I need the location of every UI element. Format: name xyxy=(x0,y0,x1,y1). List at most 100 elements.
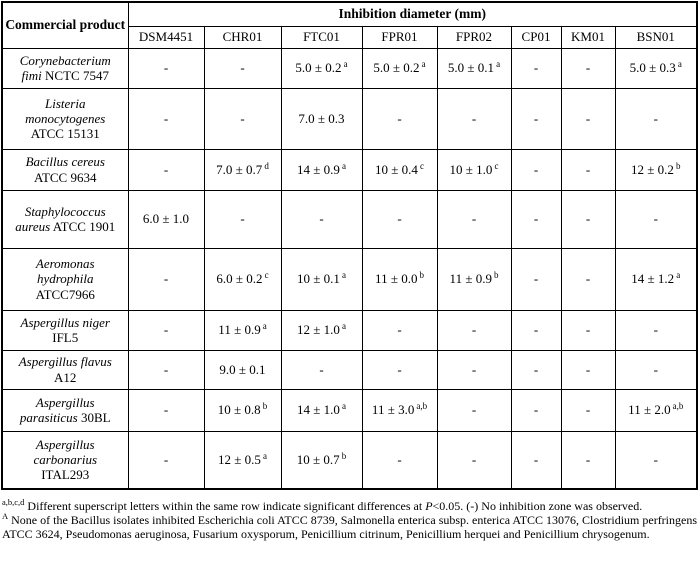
significance-superscript: a xyxy=(341,401,346,412)
value-cell: 11 ± 3.0 a,b xyxy=(361,388,438,432)
significance-superscript: d xyxy=(264,160,269,171)
significance-superscript: b xyxy=(341,450,347,461)
table-row: Aeromonas hydrophila ATCC7966-6.0 ± 0.2 c… xyxy=(1,247,698,311)
inhibition-diameter-table: Commercial product Inhibition diameter (… xyxy=(1,1,698,490)
value-cell: - xyxy=(127,309,205,351)
row-header: Staphylococcus aureus ATCC 1901 xyxy=(1,189,129,249)
value-cell: - xyxy=(127,148,205,191)
value-cell: - xyxy=(127,247,205,311)
value-cell: - xyxy=(436,189,512,249)
species-name: Bacillus cereus xyxy=(25,154,105,170)
row-header: Aspergillus niger IFL5 xyxy=(1,309,129,351)
species-name: Listeria monocytogenes xyxy=(25,95,106,126)
value-cell: - xyxy=(560,247,616,311)
value-cell: - xyxy=(510,47,562,89)
value-cell: - xyxy=(436,388,512,432)
footnote-significance-text-end: <0.05. (-) No inhibition zone was observ… xyxy=(432,499,643,513)
table-row: Aspergillus flavus A12-9.0 ± 0.1- - - - - - xyxy=(1,349,698,390)
column-header-chr01: CHR01 xyxy=(203,25,282,49)
species-name: Aeromonas hydrophila xyxy=(35,256,95,287)
group-header-inhibition-diameter: Inhibition diameter (mm) xyxy=(127,1,698,27)
value-cell: 12 ± 0.5 a xyxy=(203,430,282,490)
value-cell: 12 ± 0.2 b xyxy=(614,148,698,191)
table-row: Aspergillus niger IFL5-11 ± 0.9 a 12 ± 1.0… xyxy=(1,309,698,351)
value-cell: 7.0 ± 0.7 d xyxy=(203,148,282,191)
significance-superscript: a xyxy=(341,321,346,332)
significance-superscript: a,b xyxy=(416,401,428,412)
value-cell: - xyxy=(436,349,512,390)
value-cell: - xyxy=(560,189,616,249)
value-cell: - xyxy=(560,388,616,432)
table-row: Aspergillus carbonarius ITAL293-12 ± 0.5… xyxy=(1,430,698,490)
value-cell: - xyxy=(436,87,512,150)
value-cell: - xyxy=(560,309,616,351)
row-header: Aeromonas hydrophila ATCC7966 xyxy=(1,247,129,311)
value-cell: 11 ± 0.9 a xyxy=(203,309,282,351)
column-header-ftc01: FTC01 xyxy=(280,25,363,49)
species-name: Aspergillus flavus xyxy=(18,354,112,370)
value-cell: - xyxy=(280,189,363,249)
table-row: Listeria monocytogenes ATCC 15131- -7.0 ±… xyxy=(1,87,698,150)
value-cell: 5.0 ± 0.2 a xyxy=(361,47,438,89)
significance-superscript: a xyxy=(343,59,348,70)
table-row: Bacillus cereus ATCC 9634-7.0 ± 0.7 d 14 ±… xyxy=(1,148,698,191)
table-body: Corynebacterium fimi NCTC 7547- -5.0 ± 0.… xyxy=(1,47,698,490)
value-cell: - xyxy=(560,148,616,191)
footnote-significance-superscript: a,b,c,d xyxy=(2,497,25,507)
value-cell: 10 ± 1.0 c xyxy=(436,148,512,191)
value-cell: 6.0 ± 0.2 c xyxy=(203,247,282,311)
significance-superscript: b xyxy=(675,160,681,171)
value-cell: 11 ± 2.0 a,b xyxy=(614,388,698,432)
value-cell: 10 ± 0.4 c xyxy=(361,148,438,191)
value-cell: 11 ± 0.0 b xyxy=(361,247,438,311)
value-cell: 6.0 ± 1.0 xyxy=(127,189,205,249)
species-name: Aspergillus parasiticus xyxy=(19,394,95,425)
row-header: Aspergillus parasiticus 30BL xyxy=(1,388,129,432)
value-cell: 7.0 ± 0.3 xyxy=(280,87,363,150)
significance-superscript: b xyxy=(262,401,268,412)
column-header-cp01: CP01 xyxy=(510,25,562,49)
significance-superscript: a xyxy=(676,270,681,281)
value-cell: - xyxy=(361,87,438,150)
species-name: Corynebacterium fimi xyxy=(19,52,111,83)
value-cell: - xyxy=(614,430,698,490)
column-header-row: DSM4451 CHR01 FTC01 FPR01 FPR02 CP01 KM01 BSN01 xyxy=(2,25,698,49)
value-cell: 5.0 ± 0.2 a xyxy=(280,47,363,89)
value-cell: - xyxy=(510,87,562,150)
significance-superscript: a xyxy=(496,59,501,70)
value-cell: - xyxy=(127,430,205,490)
corner-header-commercial-product: Commercial product xyxy=(1,1,129,49)
value-cell: 5.0 ± 0.3 a xyxy=(614,47,698,89)
value-cell: 14 ± 1.2 a xyxy=(614,247,698,311)
column-header-fpr01: FPR01 xyxy=(361,25,438,49)
value-cell: 14 ± 0.9 a xyxy=(280,148,363,191)
value-cell: - xyxy=(127,349,205,390)
column-header-fpr02: FPR02 xyxy=(436,25,512,49)
row-header: Aspergillus carbonarius ITAL293 xyxy=(1,430,129,490)
value-cell: - xyxy=(510,430,562,490)
column-header-bsn01: BSN01 xyxy=(614,25,698,49)
footnotes-block: a,b,c,d Different superscript letters wit… xyxy=(2,497,698,541)
significance-superscript: a xyxy=(341,160,346,171)
significance-superscript: a xyxy=(262,450,267,461)
value-cell: - xyxy=(510,388,562,432)
value-cell: - xyxy=(614,189,698,249)
value-cell: - xyxy=(127,388,205,432)
value-cell: - xyxy=(436,309,512,351)
column-header-dsm4451: DSM4451 xyxy=(127,25,205,49)
table-row: Aspergillus parasiticus 30BL -10 ± 0.8 b 14… xyxy=(1,388,698,432)
value-cell: - xyxy=(560,430,616,490)
value-cell: 5.0 ± 0.1 a xyxy=(436,47,512,89)
species-name: Aspergillus carbonarius xyxy=(33,436,98,468)
group-header-row: Commercial product Inhibition diameter (… xyxy=(1,1,698,49)
row-header: Listeria monocytogenes ATCC 15131 xyxy=(1,87,129,150)
significance-superscript: b xyxy=(493,270,499,281)
value-cell: 11 ± 0.9 b xyxy=(436,247,512,311)
value-cell: - xyxy=(127,47,205,89)
significance-superscript: c xyxy=(264,270,269,281)
footnote-significance: a,b,c,d Different superscript letters wit… xyxy=(2,497,698,513)
significance-superscript: c xyxy=(494,160,499,171)
value-cell: - xyxy=(510,148,562,191)
value-cell: - xyxy=(280,349,363,390)
value-cell: 14 ± 1.0 a xyxy=(280,388,363,432)
